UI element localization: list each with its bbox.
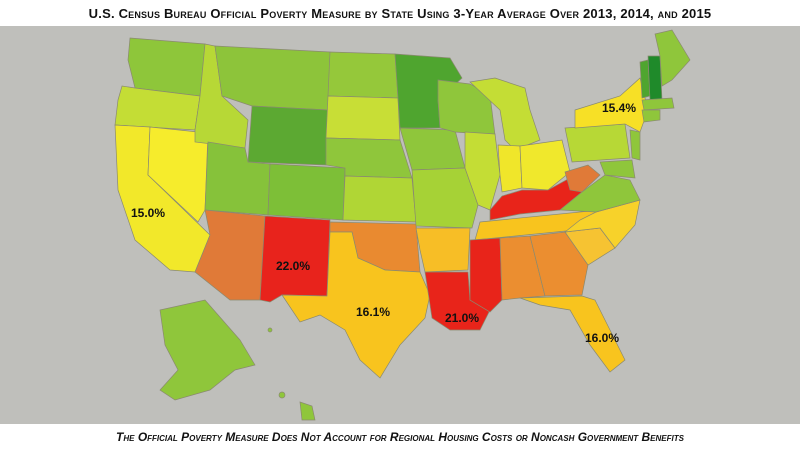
label-new-york: 15.4% [602,101,636,115]
map-title: U.S. Census Bureau Official Poverty Meas… [88,5,712,21]
state-south-dakota [325,95,401,141]
state-alaska [159,299,256,401]
state-missouri [411,167,479,229]
state-indiana [497,144,523,193]
state-maryland [599,159,636,179]
state-pennsylvania [564,123,631,163]
state-connecticut [641,109,661,123]
state-arizona [194,209,266,301]
us-poverty-map: 15.0% 22.0% 16.1% 21.0% 16.0% 15.4% [114,29,691,421]
state-massachusetts [641,97,675,111]
state-new-hampshire [647,55,663,101]
state-mississippi [469,237,503,313]
label-louisiana: 21.0% [445,311,479,325]
map-panel: 15.0% 22.0% 16.1% 21.0% 16.0% 15.4% [0,26,800,424]
state-montana [214,45,331,111]
state-colorado [267,163,346,221]
state-new-jersey [629,129,641,161]
state-north-carolina [563,199,641,249]
state-florida [519,295,626,373]
state-ohio [519,139,571,191]
label-texas: 16.1% [356,305,390,319]
state-texas [281,231,431,379]
state-maine [654,29,691,87]
state-iowa [399,127,466,171]
label-new-mexico: 22.0% [276,259,310,273]
state-hawaii-island [278,391,286,399]
state-washington [127,37,206,97]
state-michigan [469,77,541,151]
state-arkansas [415,227,471,273]
map-caption: The Official Poverty Measure Does Not Ac… [116,430,684,444]
state-wyoming [247,105,329,166]
state-louisiana [424,271,491,331]
state-hawaii-island [267,327,273,333]
label-california: 15.0% [131,206,165,220]
state-kansas [342,175,417,223]
state-hawaii [299,401,316,421]
state-georgia [529,231,589,297]
state-north-dakota [327,51,399,99]
label-florida: 16.0% [585,331,619,345]
state-west-virginia [564,164,601,193]
